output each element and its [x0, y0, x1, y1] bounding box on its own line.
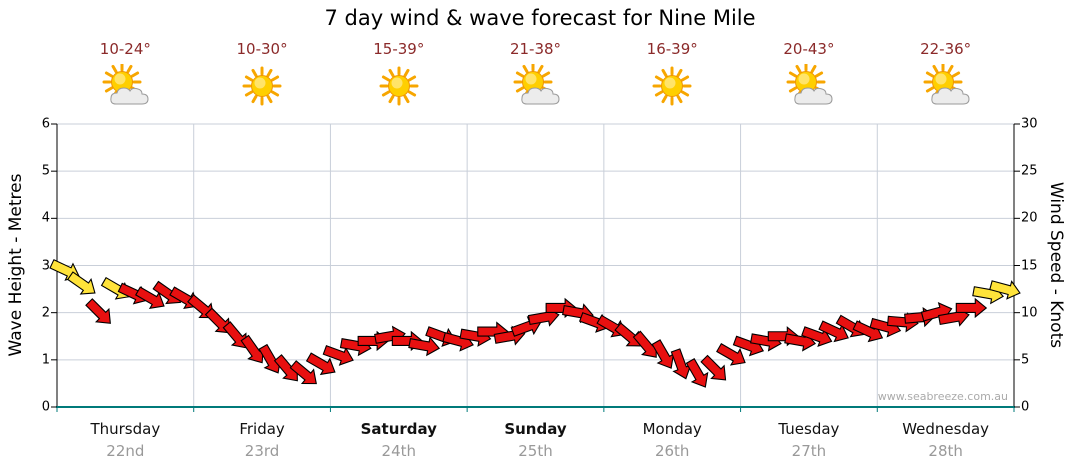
- day-date-label: 28th: [928, 442, 963, 460]
- left-axis-tick-label: 2: [41, 305, 50, 321]
- right-axis-label: Wind Speed - Knots: [1046, 181, 1066, 349]
- right-axis-tick-label: 20: [1021, 210, 1038, 226]
- left-axis-tick-label: 1: [41, 352, 50, 368]
- right-axis-tick-label: 10: [1021, 305, 1038, 321]
- left-axis-tick-label: 3: [41, 258, 50, 273]
- day-temperature: 21-38°: [509, 40, 562, 58]
- sunny-icon: [242, 66, 282, 106]
- chart-title: 7 day wind & wave forecast for Nine Mile: [324, 6, 756, 30]
- wind-arrow: [134, 286, 165, 310]
- day-date-label: 26th: [654, 442, 690, 460]
- day-date-label: 25th: [518, 442, 553, 460]
- day-name-label: Monday: [642, 420, 702, 438]
- day-name-label: Tuesday: [778, 420, 840, 438]
- wind-arrow: [305, 352, 336, 376]
- sunny-icon: [652, 66, 692, 106]
- left-axis-tick-label: 6: [41, 116, 50, 132]
- wind-arrow: [818, 320, 849, 343]
- day-name-label: Wednesday: [902, 420, 990, 438]
- left-axis-tick-label: 4: [41, 210, 50, 226]
- wind-arrow: [716, 342, 746, 366]
- day-temperature: 22-36°: [920, 40, 972, 58]
- wind-arrow: [187, 294, 215, 319]
- wind-arrow: [651, 339, 675, 369]
- wind-arrow: [989, 280, 1021, 300]
- right-axis-tick-label: 25: [1021, 163, 1038, 179]
- day-name-label: Thursday: [90, 420, 161, 438]
- day-date-label: 27th: [791, 442, 827, 460]
- wind-arrow: [685, 357, 709, 388]
- wind-arrow: [66, 271, 96, 295]
- sun-cloud-icon: [923, 64, 970, 105]
- day-name-label: Sunday: [504, 420, 567, 438]
- left-axis-tick-label: 5: [41, 163, 50, 179]
- sun-cloud-icon: [102, 64, 149, 105]
- day-temperature: 20-43°: [783, 40, 835, 58]
- day-date-label: 23rd: [244, 442, 280, 460]
- left-axis-label: Wave Height - Metres: [6, 173, 26, 357]
- day-temperature: 15-39°: [373, 40, 425, 58]
- wind-arrow: [408, 336, 441, 357]
- watermark: www.seabreeze.com.au: [877, 390, 1008, 403]
- day-temperature: 10-30°: [236, 40, 288, 58]
- wind-arrow: [322, 345, 354, 366]
- wind-arrow: [670, 348, 692, 380]
- right-axis-tick-label: 5: [1021, 352, 1030, 368]
- right-axis-tick-label: 0: [1021, 399, 1030, 415]
- day-temperature: 10-24°: [99, 40, 151, 58]
- wind-arrow: [85, 298, 111, 324]
- wind-arrow: [289, 360, 317, 385]
- right-axis-tick-label: 15: [1021, 258, 1038, 273]
- day-name-label: Friday: [239, 420, 285, 438]
- day-date-label: 22nd: [106, 442, 145, 460]
- sun-cloud-icon: [786, 64, 833, 105]
- right-axis-tick-label: 30: [1021, 116, 1038, 132]
- day-date-label: 24th: [381, 442, 417, 460]
- left-axis-tick-label: 0: [41, 399, 50, 415]
- sunny-icon: [379, 66, 419, 106]
- wind-arrow: [222, 321, 247, 349]
- day-temperature: 16-39°: [646, 40, 698, 58]
- wind-arrow: [955, 297, 988, 319]
- day-name-label: Saturday: [360, 420, 437, 438]
- sun-cloud-icon: [513, 64, 560, 105]
- wind-arrow: [700, 354, 727, 381]
